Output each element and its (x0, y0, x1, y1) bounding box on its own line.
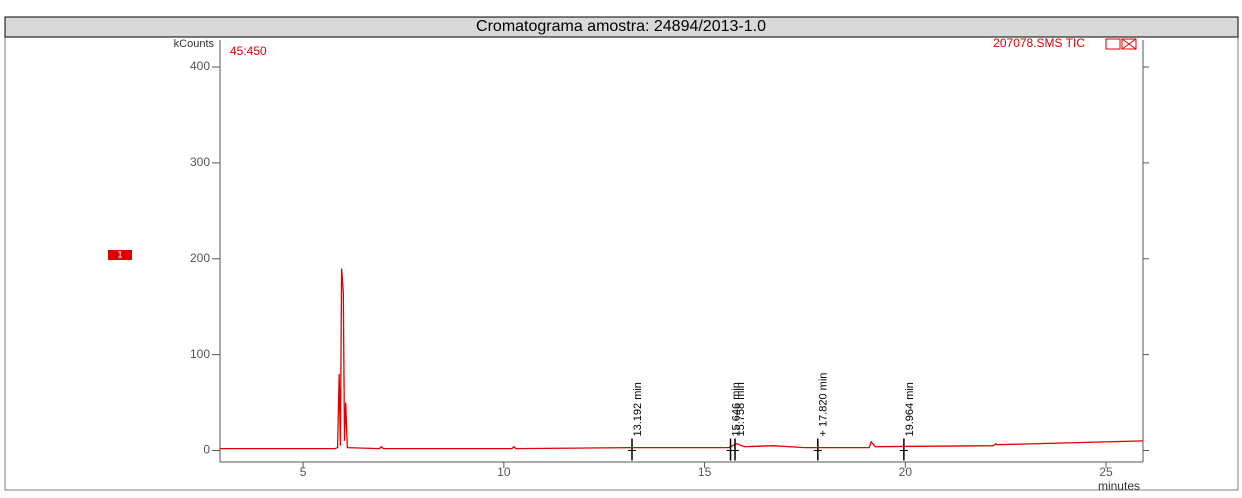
peak-label: 15.758 min (735, 382, 747, 436)
x-axis-label: minutes (1098, 479, 1140, 493)
scan-label: 45:450 (230, 44, 267, 58)
y-tick-label: 300 (190, 155, 210, 169)
window-icon (1121, 38, 1137, 50)
marker-box (108, 250, 132, 260)
window-icon (1121, 38, 1137, 50)
chart-title: Cromatograma amostra: 24894/2013-1.0 (476, 18, 766, 35)
x-tick-label: 20 (899, 465, 913, 479)
peak-label: 19.964 min (904, 382, 916, 436)
y-tick-label: 200 (190, 251, 210, 265)
x-tick-label: 5 (300, 465, 307, 479)
x-tick-label: 15 (698, 465, 712, 479)
peak-label: + 17.820 min (818, 373, 830, 437)
y-tick-label: 100 (190, 347, 210, 361)
peak-label: 13.192 min (632, 382, 644, 436)
trace-line (220, 268, 1144, 450)
y-tick-label: 400 (190, 59, 210, 73)
x-tick-label: 10 (497, 465, 511, 479)
peak-label: 15.646 min (730, 382, 742, 436)
frame (4, 36, 1239, 491)
window-icon (1105, 38, 1121, 50)
y-axis-label: kCounts (174, 38, 215, 50)
x-tick-label: 25 (1099, 465, 1113, 479)
y-tick-label: 0 (203, 443, 210, 457)
marker-label: 1 (117, 249, 122, 259)
trace-label: 207078.SMS TIC (993, 36, 1085, 50)
